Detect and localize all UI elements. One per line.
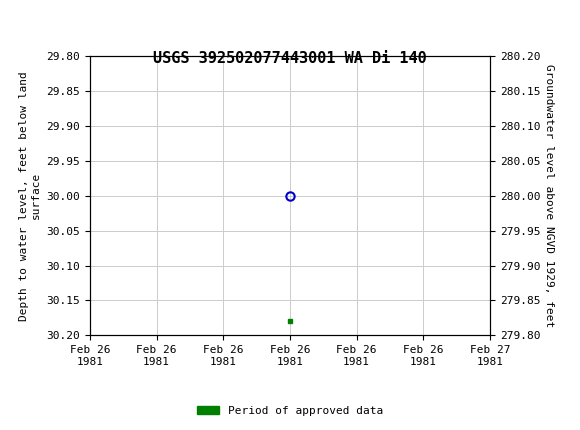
Legend: Period of approved data: Period of approved data — [193, 401, 387, 420]
Y-axis label: Depth to water level, feet below land
surface: Depth to water level, feet below land su… — [19, 71, 41, 320]
Y-axis label: Groundwater level above NGVD 1929, feet: Groundwater level above NGVD 1929, feet — [544, 64, 554, 327]
Text: USGS 392502077443001 WA Di 140: USGS 392502077443001 WA Di 140 — [153, 51, 427, 65]
Text: USGS: USGS — [26, 10, 66, 28]
